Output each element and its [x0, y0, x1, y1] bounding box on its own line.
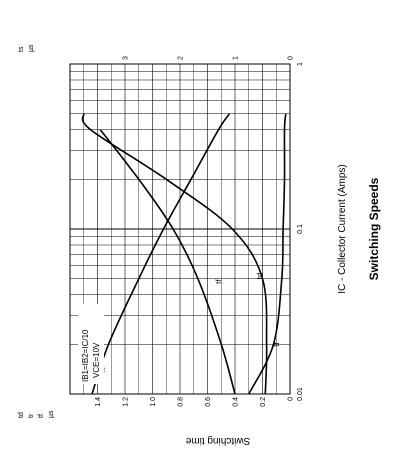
ylabel-left-td: td [18, 412, 25, 418]
annotation-vce: VCE=10V [92, 342, 101, 378]
y-axis-title: Switching time [185, 435, 250, 446]
y-left-tick-label-2: 0.4 [233, 397, 240, 407]
x-tick-label-0: 0.01 [297, 387, 304, 401]
y-right-tick-label-2: 2 [178, 56, 185, 60]
series-line-tf [99, 129, 236, 395]
x-axis-title: IC - Collector Current (Amps) [337, 164, 348, 293]
series-label-td: td [256, 273, 265, 280]
x-tick-label-2: 1 [297, 62, 304, 66]
y-left-tick-label-5: 1.0 [150, 397, 157, 407]
ylabel-left-tr: tr [28, 413, 35, 418]
x-tick-label-1: 0.1 [297, 224, 304, 234]
ylabel-left-unit: µs [48, 410, 55, 418]
series-line-tr [81, 113, 268, 395]
annotation-box: IB1=IB2=IC/10 VCE=10V [78, 304, 104, 384]
y-right-tick-label-3: 3 [123, 56, 130, 60]
series-line-td [248, 113, 287, 395]
grid [70, 63, 290, 394]
chart-title: Switching Speeds [367, 177, 381, 280]
y-right-tick-label-1: 1 [233, 56, 240, 60]
y-left-tick-label-3: 0.6 [205, 397, 212, 407]
y-left-tick-label-0: 0 [288, 397, 295, 401]
y-left-tick-label-6: 1.2 [123, 397, 130, 407]
y-right-tick-label-0: 0 [288, 56, 295, 60]
ylabel-left-tf: tf [38, 414, 45, 418]
series-label-tf: tf [214, 279, 223, 284]
annotation-base-current: IB1=IB2=IC/10 [81, 329, 90, 382]
series-line-ts [91, 113, 231, 395]
y-left-tick-label-4: 0.8 [178, 397, 185, 407]
y-left-tick-label-7: 1.4 [95, 397, 102, 407]
ylabel-right-ts: ts [18, 46, 25, 52]
ylabel-right-unit: µs [28, 44, 35, 52]
series-label-tr: tr [272, 342, 281, 347]
series-curves [81, 113, 287, 395]
y-left-tick-label-1: 0.2 [260, 397, 267, 407]
